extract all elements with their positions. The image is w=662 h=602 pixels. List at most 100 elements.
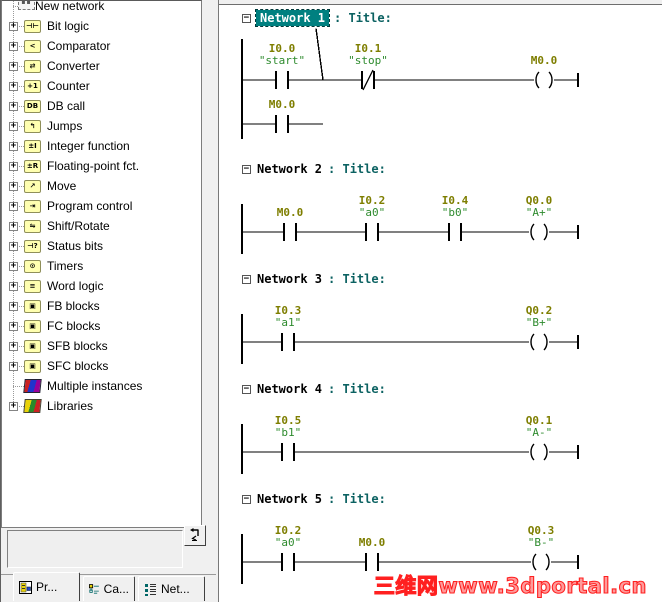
ladder-coil[interactable]: Q0.2"B+" (526, 304, 553, 351)
editor-top-border (219, 0, 662, 5)
sidebar-item-comparator[interactable]: + < Comparator (2, 36, 201, 56)
network-label[interactable]: Network 4 (257, 382, 323, 396)
sidebar-item-new-network[interactable]: ▪▪ New network (2, 1, 201, 16)
libraries-icon (23, 399, 42, 413)
tab-call-structure[interactable]: Ca... (83, 576, 135, 601)
network-list: − Network 1: Title: I0.0 "start" I0.1 "stop" M… (219, 5, 662, 594)
sidebar-item-status-bits[interactable]: + ⊣? Status bits (2, 236, 201, 256)
collapse-icon[interactable]: − (242, 383, 251, 394)
ladder-coil[interactable]: M0.0 (531, 54, 558, 89)
network-label[interactable]: Network 1 (254, 9, 331, 27)
tab-program-elements[interactable]: Pr... (13, 572, 80, 601)
sidebar-item-label: Status bits (47, 239, 104, 253)
network-header: − Network 3 : Title: (242, 270, 662, 288)
network-title-label[interactable]: : Title: (328, 492, 386, 506)
expand-icon[interactable]: + (9, 340, 18, 351)
expand-icon[interactable]: + (9, 160, 18, 171)
tabstrip-divider (0, 574, 216, 575)
collapse-icon[interactable]: − (242, 493, 251, 504)
expand-icon[interactable]: + (9, 360, 18, 371)
jump-arrow-icon (190, 528, 199, 541)
network-header: − Network 4 : Title: (242, 380, 662, 398)
expand-icon[interactable]: + (9, 140, 18, 151)
sidebar-item-fb-blocks[interactable]: + ▣ FB blocks (2, 296, 201, 316)
sidebar-item-sfc-blocks[interactable]: + ▣ SFC blocks (2, 356, 201, 376)
sidebar-item-floating-point-fct[interactable]: + ±R Floating-point fct. (2, 156, 201, 176)
ladder-contact-no[interactable]: M0.0 (269, 98, 296, 133)
network-title-label[interactable]: : Title: (328, 272, 386, 286)
expand-icon[interactable]: + (9, 240, 18, 251)
tree-connector (13, 206, 24, 207)
network-title-label[interactable]: : Title: (334, 11, 392, 25)
program-elements-icon (19, 580, 32, 594)
ladder-contact-no[interactable]: I0.3"a1" (275, 304, 302, 351)
ladder-contact-no[interactable]: M0.0 (359, 536, 386, 571)
expand-icon[interactable]: + (9, 80, 18, 91)
operand-address: I0.5 (275, 414, 302, 427)
expand-icon[interactable]: + (9, 260, 18, 271)
sidebar-item-integer-function[interactable]: + ±I Integer function (2, 136, 201, 156)
expand-icon[interactable]: + (9, 280, 18, 291)
operand-address: M0.0 (277, 206, 304, 219)
ladder-coil[interactable]: Q0.1"A-" (526, 414, 553, 461)
sidebar-item-bit-logic[interactable]: + ⊣⊢ Bit logic (2, 16, 201, 36)
tab-label: Pr... (36, 580, 58, 594)
tree-connector (13, 166, 24, 167)
jump-arrow-button[interactable] (184, 525, 206, 546)
shift-rotate-icon: ⇋ (24, 219, 41, 233)
ladder-coil[interactable]: Q0.3"B-" (528, 524, 555, 571)
network-label[interactable]: Network 3 (257, 272, 323, 286)
sidebar-item-timers[interactable]: + ⊙ Timers (2, 256, 201, 276)
timers-icon: ⊙ (24, 259, 41, 273)
tree-connector (13, 246, 24, 247)
ladder-contact-no[interactable]: M0.0 (277, 206, 304, 241)
expand-icon[interactable]: + (9, 100, 18, 111)
expand-icon[interactable]: + (9, 20, 18, 31)
sidebar-item-move[interactable]: + ↗ Move (2, 176, 201, 196)
expand-icon[interactable]: + (9, 180, 18, 191)
operand-symbol: "B+" (526, 316, 553, 329)
network-title-label[interactable]: : Title: (328, 162, 386, 176)
collapse-icon[interactable]: − (242, 12, 251, 23)
new-network-icon: ▪▪ (18, 1, 35, 10)
ladder-contact-nc[interactable]: I0.1"stop" (348, 42, 388, 91)
network-title-label[interactable]: : Title: (328, 382, 386, 396)
expand-icon[interactable]: + (9, 400, 18, 411)
expand-icon[interactable]: + (9, 320, 18, 331)
sidebar-item-libraries[interactable]: + Libraries (2, 396, 201, 416)
expand-icon[interactable]: + (9, 200, 18, 211)
expand-icon[interactable]: + (9, 40, 18, 51)
collapse-icon[interactable]: − (242, 163, 251, 174)
sidebar-item-sfb-blocks[interactable]: + ▣ SFB blocks (2, 336, 201, 356)
sidebar-item-jumps[interactable]: + ↰ Jumps (2, 116, 201, 136)
tree-connector (13, 226, 24, 227)
expand-icon[interactable]: + (9, 220, 18, 231)
ladder-contact-no[interactable]: I0.2"a0" (275, 524, 302, 571)
operand-symbol: "stop" (348, 54, 388, 67)
ladder-contact-no[interactable]: I0.5"b1" (275, 414, 302, 461)
network-label[interactable]: Network 2 (257, 162, 323, 176)
operand-address: Q0.2 (526, 304, 553, 317)
tab-networks[interactable]: Net... (138, 576, 205, 601)
ladder-coil[interactable]: Q0.0"A+" (526, 194, 553, 241)
ladder-contact-no[interactable]: I0.2"a0" (359, 194, 386, 241)
expand-icon[interactable]: + (9, 120, 18, 131)
sidebar-item-converter[interactable]: + ⇄ Converter (2, 56, 201, 76)
sidebar-item-counter[interactable]: + +1 Counter (2, 76, 201, 96)
network-label[interactable]: Network 5 (257, 492, 323, 506)
sidebar-item-multiple-instances[interactable]: Multiple instances (2, 376, 201, 396)
sidebar-item-label: Multiple instances (47, 379, 143, 393)
sidebar-item-word-logic[interactable]: + ≡ Word logic (2, 276, 201, 296)
panel-splitter[interactable] (216, 0, 218, 602)
expand-icon[interactable]: + (9, 300, 18, 311)
ladder-contact-no[interactable]: I0.0"start" (259, 42, 305, 89)
sidebar-item-shift-rotate[interactable]: + ⇋ Shift/Rotate (2, 216, 201, 236)
expand-icon[interactable]: + (9, 60, 18, 71)
operand-address: I0.2 (359, 194, 386, 207)
sidebar-item-fc-blocks[interactable]: + ▣ FC blocks (2, 316, 201, 336)
sidebar-item-db-call[interactable]: + DB DB call (2, 96, 201, 116)
tree-connector (13, 266, 24, 267)
sidebar-item-program-control[interactable]: + ⇥ Program control (2, 196, 201, 216)
collapse-icon[interactable]: − (242, 273, 251, 284)
ladder-contact-no[interactable]: I0.4"b0" (442, 194, 469, 241)
